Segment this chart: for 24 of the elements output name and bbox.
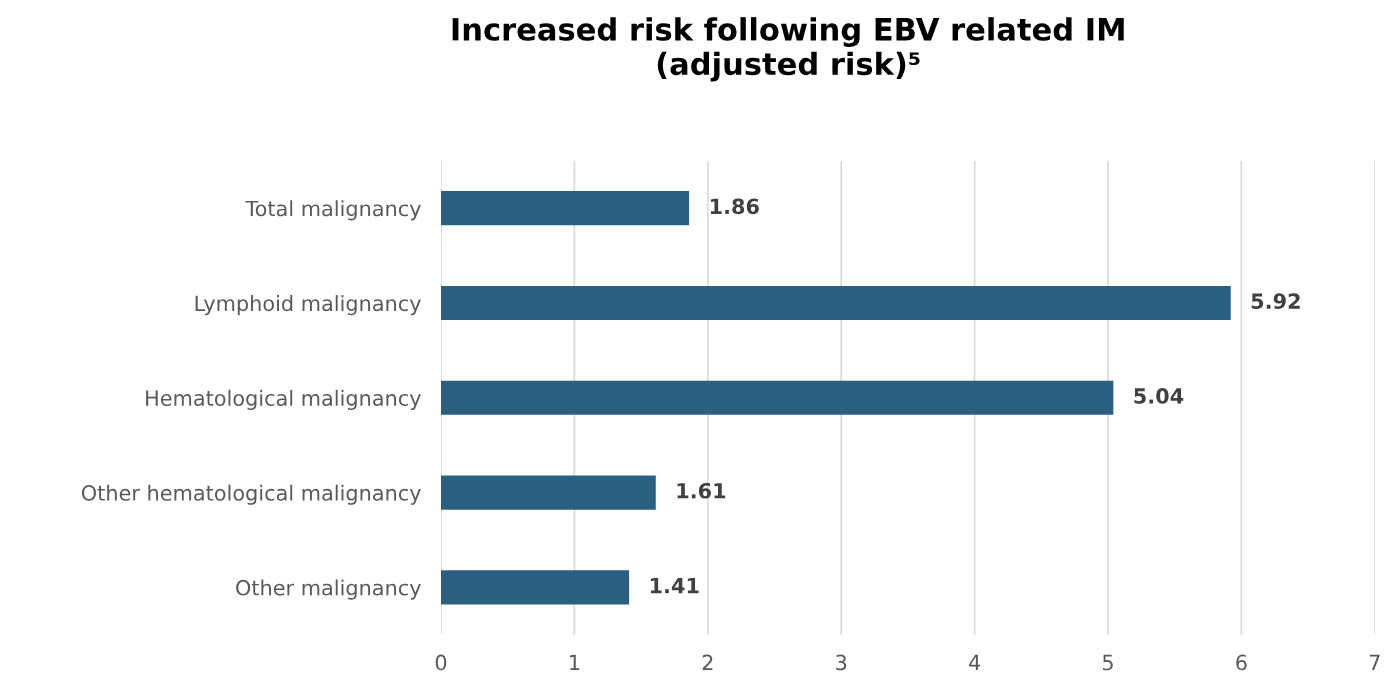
bar (441, 191, 690, 226)
y-tick-label: Hematological malignancy (146, 389, 421, 411)
x-tick-label: 7 (1369, 654, 1380, 671)
data-label: 5.04 (1134, 388, 1184, 404)
y-tick-label: Total malignancy (245, 200, 421, 221)
y-tick-label: Other malignancy (236, 579, 421, 600)
bar (441, 285, 1231, 321)
x-tick-label: 1 (570, 654, 580, 671)
x-tick-label: 3 (836, 654, 847, 671)
y-tick-label: Lymphoid malignancy (195, 295, 421, 316)
x-tick-label: 2 (702, 654, 713, 671)
x-tick-label: 5 (1102, 654, 1113, 671)
x-tick-label: 6 (1236, 654, 1247, 671)
bar (441, 475, 656, 510)
data-label: 1.41 (650, 577, 699, 594)
bar (441, 380, 1114, 415)
data-label: 1.86 (710, 198, 759, 215)
x-tick-label: 0 (435, 654, 447, 671)
bar (441, 570, 630, 605)
x-tick-label: 4 (968, 654, 981, 671)
chart-title: Increased risk following EBV related IM (adjusted risk)⁵ (452, 17, 1124, 82)
data-label: 1.61 (677, 482, 726, 499)
y-tick-label: Other hematological malignancy (81, 484, 421, 505)
data-label: 5.92 (1251, 293, 1300, 310)
